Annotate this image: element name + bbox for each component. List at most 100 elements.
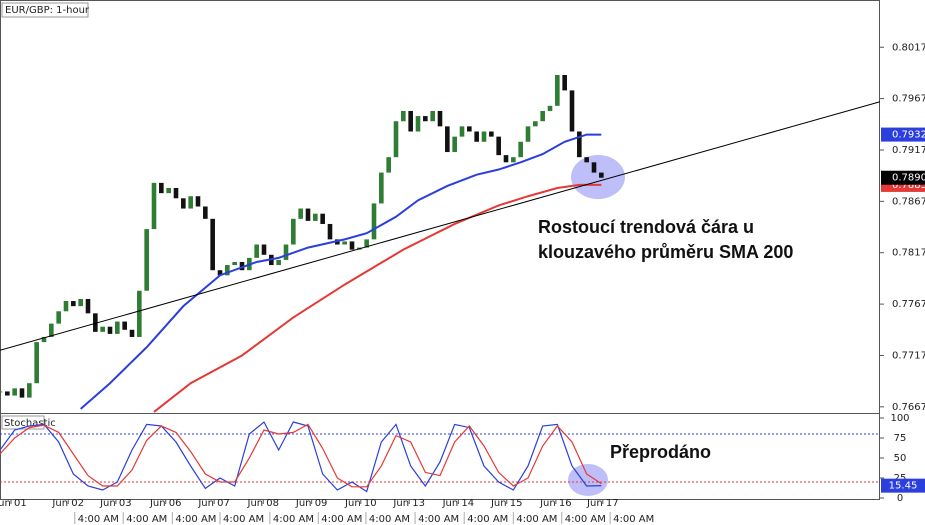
candle: [107, 326, 113, 334]
candle: [291, 218, 296, 245]
value-marker: [881, 478, 925, 493]
candle: [584, 157, 589, 163]
candle: [562, 74, 567, 91]
candle: [188, 196, 193, 209]
y-tick-label: 0.7917: [892, 145, 925, 156]
candle: [342, 241, 347, 245]
candle: [599, 172, 604, 178]
price-marker-label: 0.7883: [892, 180, 925, 191]
x-tick-label: 4:00 AM: [273, 514, 314, 525]
chart-title: EUR/GBP: 1-hour: [5, 5, 90, 16]
candle: [195, 196, 201, 207]
candle: [0, 391, 3, 393]
y-tick-label: 100: [890, 413, 909, 424]
y-tick-label: 0.7817: [892, 248, 925, 259]
candle: [159, 182, 164, 194]
candle: [151, 182, 157, 230]
x-tick-label: 4:00 AM: [175, 514, 216, 525]
candle: [386, 157, 391, 173]
y-tick-label: 0.7767: [892, 299, 925, 310]
candle: [5, 391, 10, 396]
candle: [313, 213, 318, 221]
candle: [181, 198, 186, 209]
candle: [276, 259, 281, 266]
y-tick-label: 0.7967: [892, 94, 925, 105]
candle: [481, 131, 487, 142]
x-tick-label: Jun 14: [442, 498, 475, 509]
candle: [320, 213, 325, 224]
candle: [78, 298, 83, 307]
x-tick-label: Jun 13: [392, 498, 425, 509]
highlight-circle: [571, 155, 625, 199]
value-marker-label: 15.45: [889, 481, 918, 492]
y-tick-label: 50: [894, 453, 907, 464]
candle: [122, 321, 127, 330]
candle: [533, 121, 538, 127]
candle: [393, 121, 399, 158]
candle: [525, 126, 531, 142]
y-tick-label: 0.7667: [892, 402, 925, 413]
candle: [34, 342, 39, 384]
x-tick-label: 4:00 AM: [418, 514, 459, 525]
x-tick-label: 4:00 AM: [126, 514, 167, 525]
candle: [437, 110, 443, 127]
candle: [12, 388, 17, 396]
x-tick-label: 4:00 AM: [613, 514, 654, 525]
candle: [217, 270, 223, 276]
candle: [63, 301, 69, 312]
candle: [129, 329, 135, 337]
price-marker: [881, 170, 925, 185]
candle: [577, 131, 582, 158]
candle: [503, 155, 509, 163]
candle: [85, 298, 91, 314]
candle: [518, 141, 523, 158]
annotation: Rostoucí trendová čára u: [538, 217, 754, 237]
price-marker-label: 0.7890: [892, 173, 925, 184]
x-tick-label: 4:00 AM: [565, 514, 606, 525]
x-tick-label: Jun 02: [51, 498, 84, 509]
price-marker-label: 0.7932: [892, 130, 925, 141]
x-tick-label: 4:00 AM: [369, 514, 410, 525]
candle: [349, 241, 355, 250]
indicator-line: [0, 101, 881, 351]
candle: [496, 136, 501, 156]
candle: [591, 162, 597, 173]
candle: [173, 188, 179, 199]
x-tick-label: Jun 17: [586, 498, 619, 509]
annotation: klouzavého průměru SMA 200: [538, 242, 793, 262]
candle: [569, 90, 575, 132]
candle: [41, 336, 47, 343]
candle: [49, 323, 54, 337]
candle: [555, 74, 560, 106]
candle: [364, 239, 369, 248]
x-tick-label: Jun 15: [490, 498, 523, 509]
candle: [93, 313, 98, 332]
y-tick-label: 25: [894, 473, 907, 484]
price-marker: [881, 127, 925, 142]
x-tick-label: Jun 09: [295, 498, 328, 509]
candle: [210, 218, 215, 271]
y-tick-label: 0.8017: [892, 42, 925, 53]
x-tick-label: 4:00 AM: [78, 514, 119, 525]
candle: [445, 126, 450, 153]
candle: [371, 203, 377, 240]
candle: [401, 110, 406, 122]
candle: [225, 265, 230, 276]
candle: [305, 208, 311, 221]
candle: [27, 383, 32, 398]
frame: [0, 0, 880, 500]
y-tick-label: 75: [894, 433, 907, 444]
candle: [430, 110, 435, 122]
candle: [547, 105, 553, 111]
candle: [408, 110, 413, 132]
x-tick-label: Jun 07: [197, 498, 230, 509]
candle: [71, 301, 76, 307]
indicator-line: [153, 183, 602, 413]
x-tick-label: Jun 10: [344, 498, 377, 509]
y-tick-label: 0.7867: [892, 196, 925, 207]
candle: [459, 126, 465, 137]
candle: [423, 116, 428, 122]
title-box: [1, 2, 89, 18]
